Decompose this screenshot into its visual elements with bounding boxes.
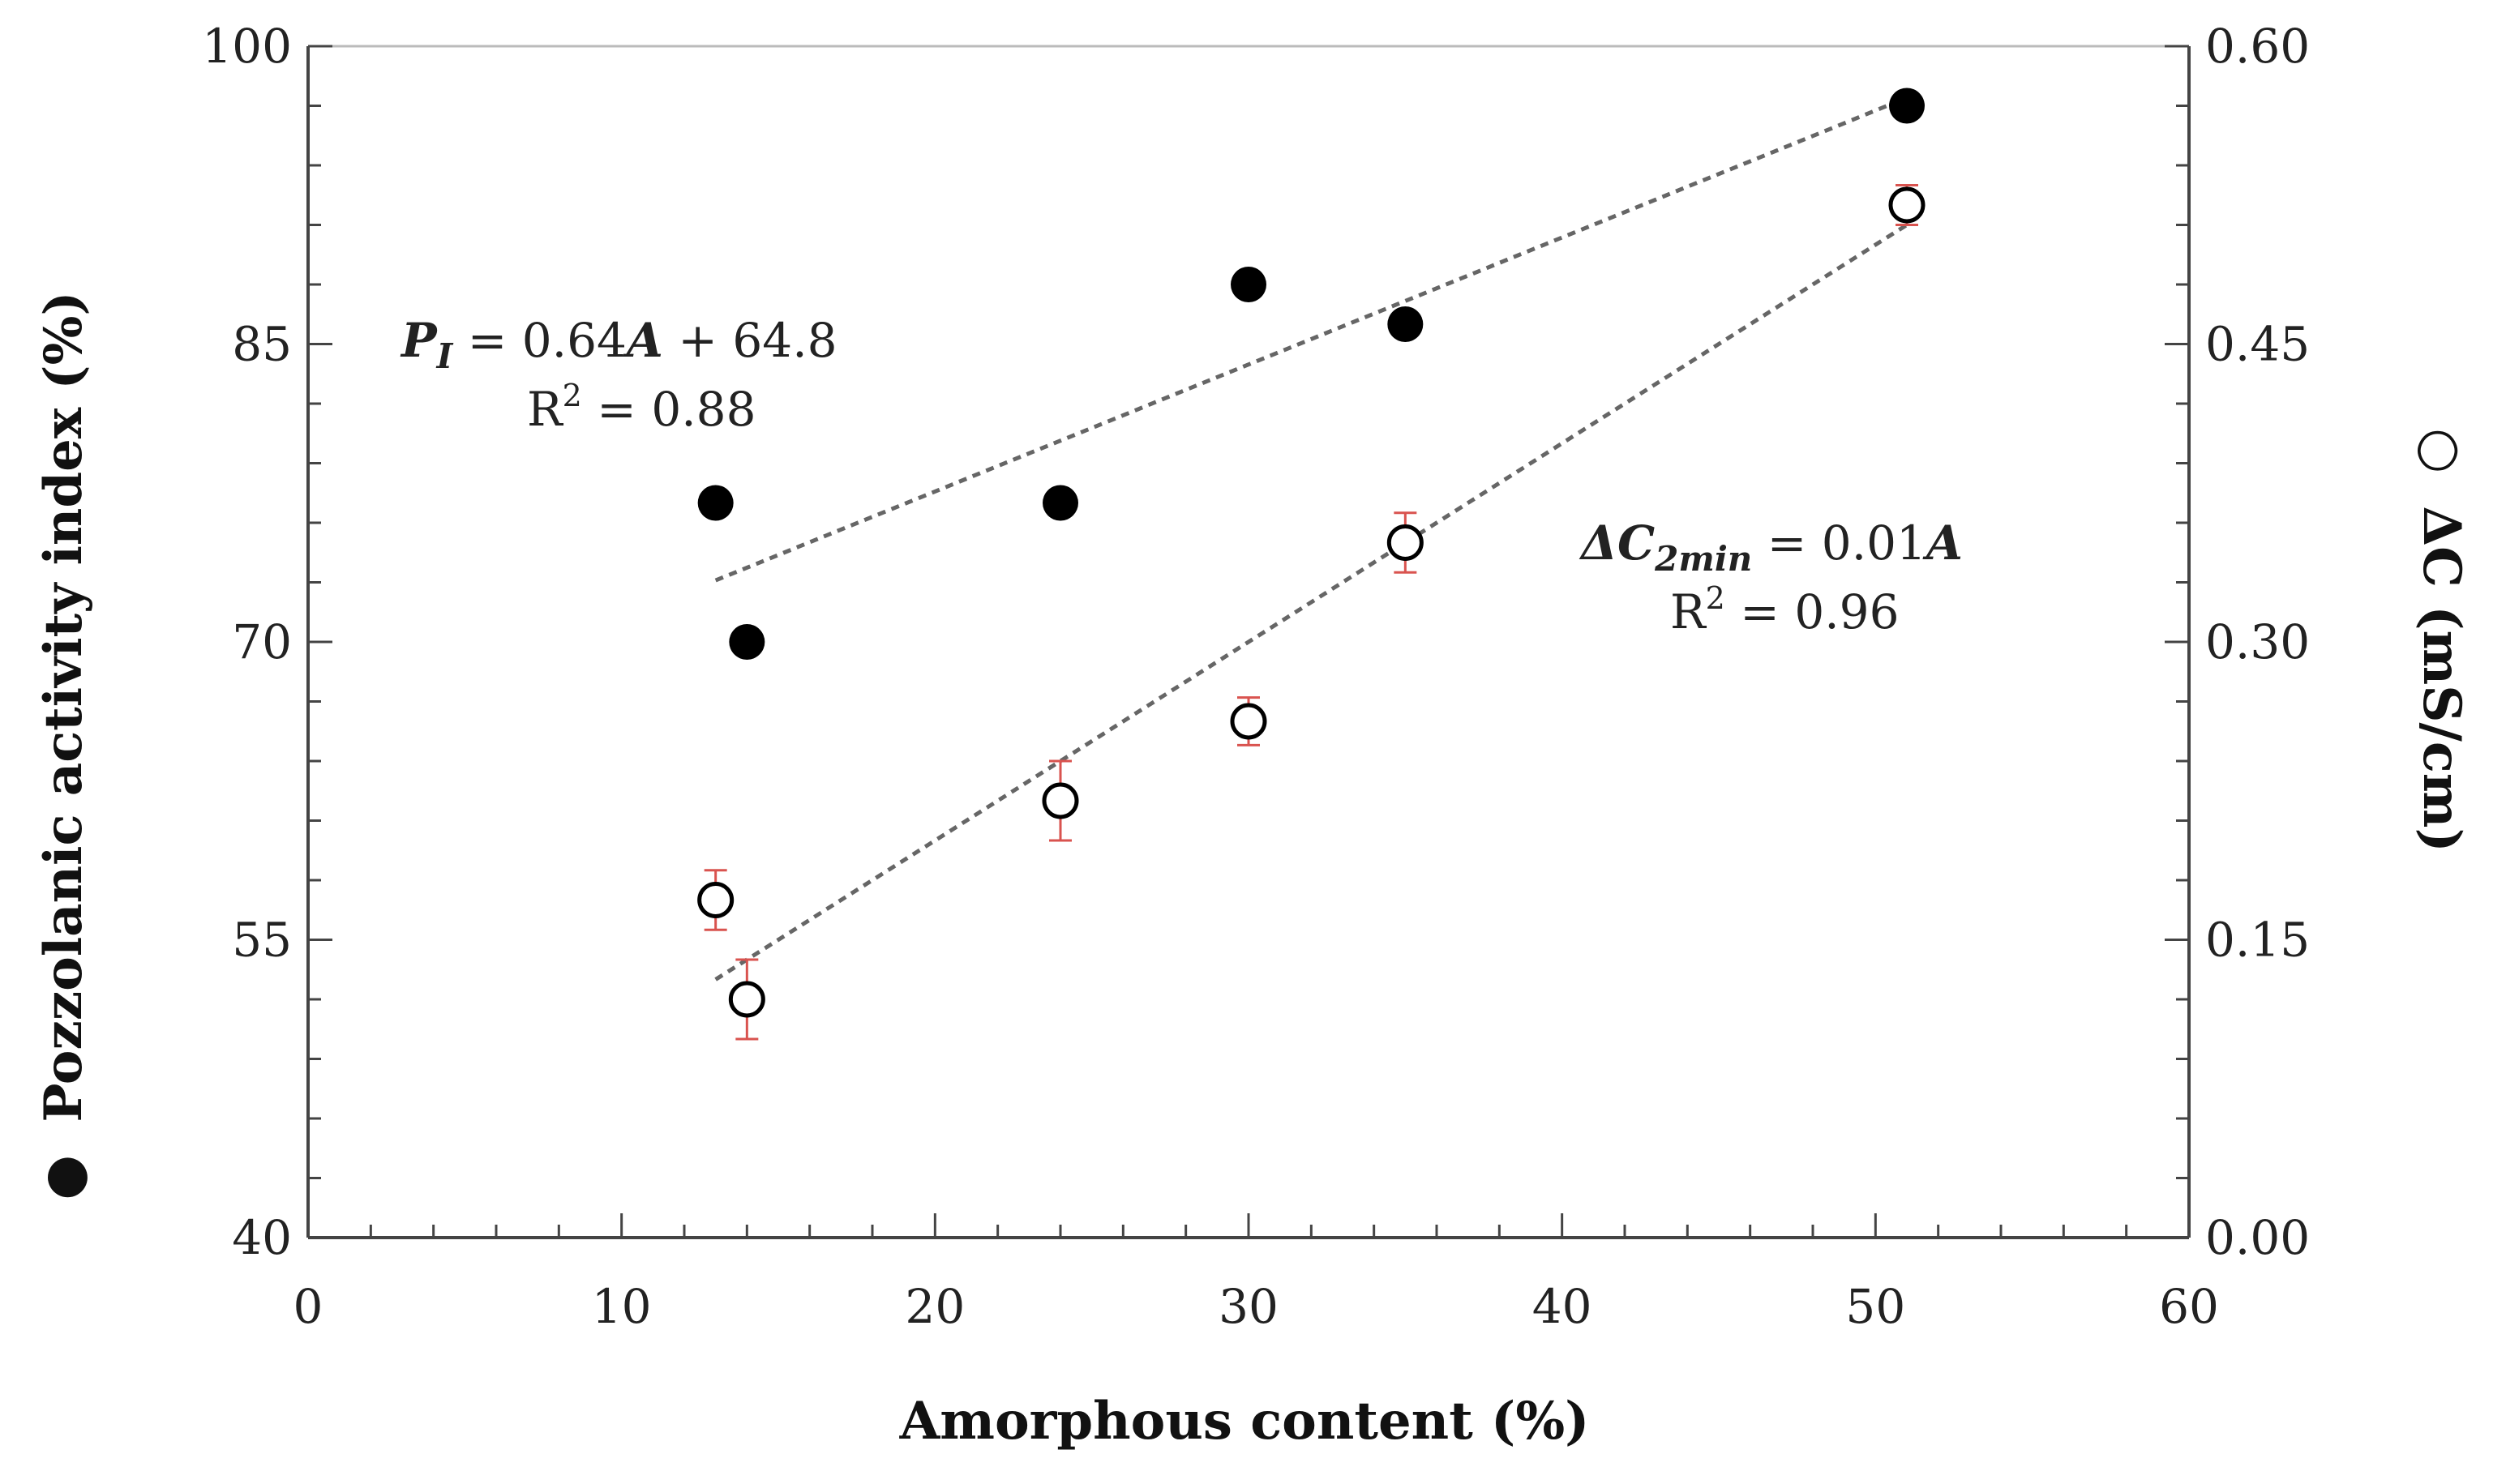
svg-text:○ ΔC (mS/cm): ○ ΔC (mS/cm) <box>2411 428 2472 853</box>
point-delta-c <box>728 981 765 1018</box>
y-left-tick-label: 40 <box>232 1210 292 1265</box>
y-right-axis-title: ○ ΔC (mS/cm) <box>2411 428 2472 853</box>
point-pozzolanic-index <box>1387 306 1424 342</box>
point-pozzolanic-index <box>1889 88 1925 124</box>
tick-labels: 0 10 20 30 40 50 60 40 55 70 85 100 0.00 0.15 0.30 0.45… <box>202 19 2310 1334</box>
y-right-tick-label: 0.45 <box>2205 317 2310 372</box>
svg-text:● Pozzolanic activity in: ● Pozzolanic activity index (%) <box>33 291 94 1200</box>
point-pozzolanic-index <box>1231 267 1266 302</box>
point-pozzolanic-index <box>729 624 765 660</box>
x-tick-label: 40 <box>1532 1279 1592 1334</box>
y-right-tick-label: 0.15 <box>2205 913 2310 968</box>
svg-text:ΔC2min = 0.01A: ΔC2min = 0.01A <box>1579 515 1963 579</box>
point-pozzolanic-index <box>697 485 734 521</box>
x-tick-label: 50 <box>1845 1279 1905 1334</box>
y-right-label: ΔC (mS/cm) <box>2411 506 2472 852</box>
y-right-marker: ○ <box>2411 428 2472 473</box>
point-delta-c <box>1230 703 1267 740</box>
point-delta-c <box>1042 782 1079 819</box>
point-pozzolanic-index <box>1043 485 1078 521</box>
y-left-label: Pozzolanic activity index (%) <box>33 291 94 1122</box>
y-right-tick-label: 0.30 <box>2205 614 2310 669</box>
svg-text:PI = 0.64A + 64.8: PI = 0.64A + 64.8 <box>400 313 837 376</box>
svg-text:R2 = 0.96: R2 = 0.96 <box>1670 580 1899 639</box>
equation-pi: PI = 0.64A + 64.8 R2 = 0.88 <box>400 313 837 437</box>
equation-dc: ΔC2min = 0.01A R2 = 0.96 <box>1579 515 1963 639</box>
y-right-tick-label: 0.60 <box>2205 19 2310 74</box>
y-left-tick-label: 85 <box>232 317 292 372</box>
axes <box>306 45 2191 1239</box>
x-tick-label: 30 <box>1219 1279 1279 1334</box>
data-points <box>697 88 1926 1018</box>
x-tick-label: 10 <box>592 1279 652 1334</box>
y-left-tick-label: 100 <box>202 19 292 74</box>
x-tick-label: 0 <box>293 1279 323 1334</box>
x-tick-label: 20 <box>905 1279 965 1334</box>
y-right-tick-label: 0.00 <box>2205 1210 2310 1265</box>
x-axis-title: Amorphous content (%) <box>899 1391 1590 1452</box>
x-tick-label: 60 <box>2159 1279 2219 1334</box>
trendline-pi <box>714 96 1908 583</box>
svg-text:R2 = 0.88: R2 = 0.88 <box>527 378 756 437</box>
point-delta-c <box>697 882 735 918</box>
y-left-tick-label: 70 <box>232 614 292 669</box>
y-left-tick-label: 55 <box>232 913 292 968</box>
y-left-marker: ● <box>33 1155 94 1200</box>
y-left-axis-title: ● Pozzolanic activity index (%) <box>33 291 94 1200</box>
point-delta-c <box>1888 186 1926 224</box>
trendline-dc <box>714 223 1908 981</box>
point-delta-c <box>1386 524 1424 561</box>
trendlines <box>714 96 1908 981</box>
